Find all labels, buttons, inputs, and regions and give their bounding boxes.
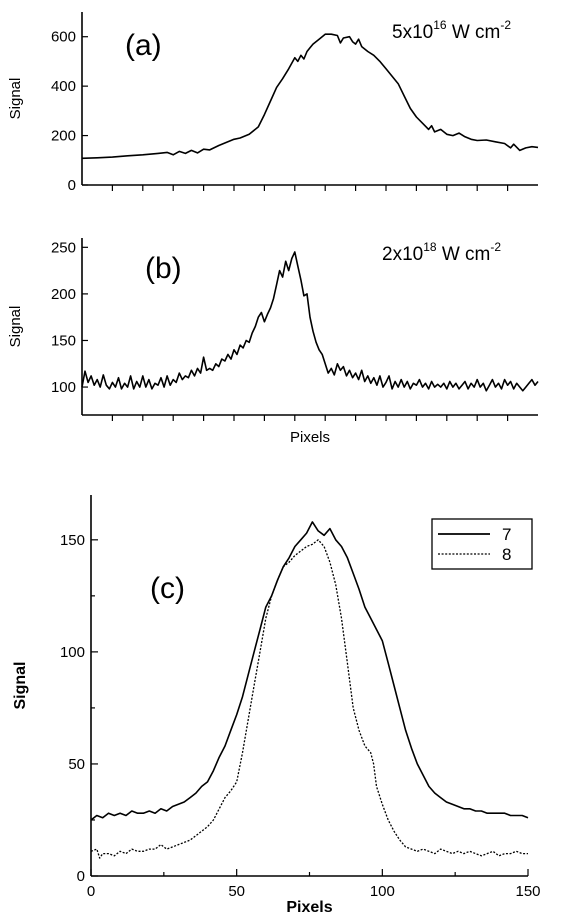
panel-c-y-tick-label: 50: [68, 756, 85, 773]
panel-c-y-axis-label: Signal: [12, 661, 29, 709]
panel-a-y-tick-label: 0: [68, 177, 76, 194]
panel-c-legend-label-7: 7: [502, 525, 511, 544]
panel-c-x-tick-label: 50: [228, 883, 245, 900]
panel-c-y-tick-label: 100: [60, 644, 85, 661]
panel-c-legend: 78: [431, 518, 533, 570]
panel-b-y-axis-label: Signal: [7, 306, 24, 348]
panel-b-intensity-annotation: 2x1018 W cm-2: [382, 240, 501, 265]
panel-c-x-tick-label: 0: [87, 883, 95, 900]
panel-c-x-tick-label: 150: [515, 883, 540, 900]
panel-b-x-axis-label: Pixels: [290, 429, 330, 446]
panel-c-y-tick-label: 0: [77, 868, 85, 885]
panel-a-series-line: [81, 33, 539, 160]
panel-a-y-tick-label: 400: [51, 78, 76, 95]
panel-a-y-tick-label: 200: [51, 128, 76, 145]
panel-a-y-axis-label: Signal: [7, 78, 24, 120]
panel-b-label: (b): [145, 252, 182, 285]
panel-c-x-axis-label: Pixels: [286, 899, 332, 916]
panel-b-y-tick-label: 150: [51, 332, 76, 349]
panel-c: 0 50 100 150 0 50 100 150 Signal Pixels (c) 78: [12, 495, 541, 916]
panel-b-y-tick-label: 250: [51, 239, 76, 256]
panel-b: 100 150 200 250 Signal Pixels (b) 2x1018 W cm-2: [7, 238, 539, 446]
panel-c-legend-label-8: 8: [502, 545, 511, 564]
panel-a-y-tick-label: 600: [51, 29, 76, 46]
panel-b-y-tick-label: 200: [51, 286, 76, 303]
panel-b-series-line: [81, 251, 539, 392]
panel-c-x-tick-label: 100: [370, 883, 395, 900]
panel-a-label: (a): [125, 29, 162, 62]
panel-a: 0 200 400 600 Signal (a) 5x1016 W cm-2: [7, 12, 539, 194]
panel-c-y-tick-label: 150: [60, 532, 85, 549]
panel-c-series-7-line: [90, 521, 529, 821]
panel-c-legend-box: [431, 518, 533, 570]
panel-c-label: (c): [150, 572, 185, 605]
panel-c-series-8-line: [90, 539, 528, 859]
panel-a-intensity-annotation: 5x1016 W cm-2: [392, 18, 511, 43]
panel-b-y-tick-label: 100: [51, 379, 76, 396]
